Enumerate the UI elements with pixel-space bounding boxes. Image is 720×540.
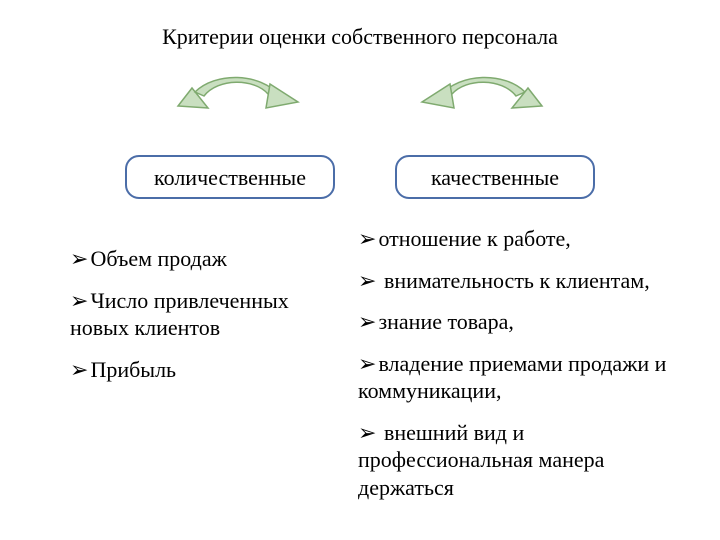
list-item-text: внимательность к клиентам,: [378, 268, 649, 293]
bullet-icon: ➢: [358, 226, 376, 251]
list-item: ➢Объем продаж: [70, 245, 320, 273]
list-item-text: Объем продаж: [90, 246, 226, 271]
box-qualitative: качественные: [395, 155, 595, 199]
list-item-text: Прибыль: [90, 357, 176, 382]
list-item-text: Число привлеченных новых клиентов: [70, 288, 289, 341]
bullet-icon: ➢: [70, 246, 88, 271]
list-qualitative: ➢отношение к работе,➢ внимательность к к…: [358, 225, 668, 515]
bullet-icon: ➢: [358, 309, 376, 334]
list-item: ➢знание товара,: [358, 308, 668, 336]
bullet-icon: ➢: [70, 357, 88, 382]
list-item-text: внешний вид и профессиональная манера де…: [358, 420, 604, 500]
box-quantitative: количественные: [125, 155, 335, 199]
list-item-text: владение приемами продажи и коммуникации…: [358, 351, 666, 404]
bullet-icon: ➢: [358, 268, 376, 293]
list-item: ➢ внимательность к клиентам,: [358, 267, 668, 295]
box-quantitative-label: количественные: [154, 165, 306, 190]
curved-arrow-right: [410, 64, 560, 144]
list-item: ➢Прибыль: [70, 356, 320, 384]
box-qualitative-label: качественные: [431, 165, 559, 190]
list-quantitative: ➢Объем продаж➢Число привлеченных новых к…: [70, 245, 320, 397]
list-item: ➢владение приемами продажи и коммуникаци…: [358, 350, 668, 405]
curved-arrow-left: [160, 64, 310, 144]
list-item-text: знание товара,: [378, 309, 514, 334]
bullet-icon: ➢: [70, 288, 88, 313]
page-title: Критерии оценки собственного персонала: [0, 24, 720, 50]
list-item-text: отношение к работе,: [378, 226, 570, 251]
list-item: ➢ внешний вид и профессиональная манера …: [358, 419, 668, 502]
bullet-icon: ➢: [358, 420, 376, 445]
list-item: ➢Число привлеченных новых клиентов: [70, 287, 320, 342]
list-item: ➢отношение к работе,: [358, 225, 668, 253]
bullet-icon: ➢: [358, 351, 376, 376]
